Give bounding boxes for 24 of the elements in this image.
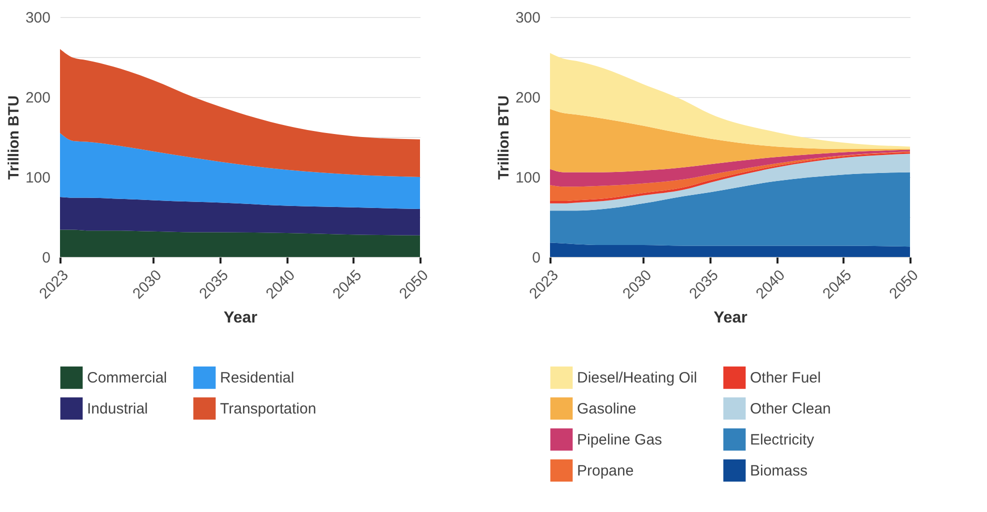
legend-label: Other Clean xyxy=(750,400,831,418)
y-tick-label: 100 xyxy=(25,170,50,186)
y-axis-title: Trillion BTU xyxy=(5,95,22,180)
y-tick-label: 0 xyxy=(42,250,50,266)
x-axis-title: Year xyxy=(224,310,258,327)
y-tick-label: 0 xyxy=(532,250,540,266)
legend-label: Propane xyxy=(577,462,634,480)
legend-label: Residential xyxy=(220,370,294,387)
legend-label: Electricity xyxy=(750,432,815,448)
y-axis-title: Trillion BTU xyxy=(495,95,512,180)
legend-label: Commercial xyxy=(87,370,168,387)
y-tick-label: 200 xyxy=(515,90,540,106)
y-tick-label: 200 xyxy=(25,90,50,106)
x-axis-title: Year xyxy=(714,310,748,327)
legend-label: Biomass xyxy=(750,462,808,480)
y-tick-label: 300 xyxy=(515,10,540,26)
legend-label: Pipeline Gas xyxy=(577,432,662,448)
legend-label: Other Fuel xyxy=(750,370,821,387)
legend-label: Transportation xyxy=(220,400,316,418)
legend-label: Diesel/Heating Oil xyxy=(577,370,698,387)
legend-label: Industrial xyxy=(87,400,148,418)
legend-label: Gasoline xyxy=(577,400,636,418)
y-tick-label: 300 xyxy=(25,10,50,26)
y-tick-label: 100 xyxy=(515,170,540,186)
